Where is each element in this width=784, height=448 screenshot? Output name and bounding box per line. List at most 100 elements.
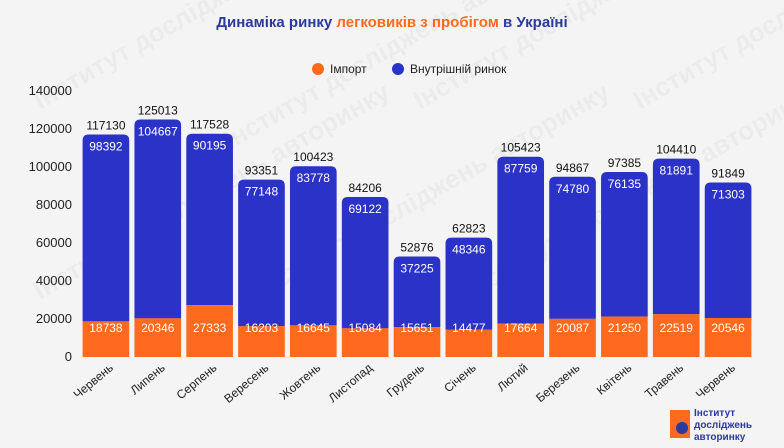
x-tick-label: Жовтень	[277, 361, 323, 403]
y-tick-label: 120000	[29, 121, 72, 136]
bar-import	[134, 318, 182, 357]
x-tick-label: Травень	[642, 361, 686, 401]
bar-domestic	[393, 256, 441, 328]
data-label-total: 100423	[293, 150, 333, 164]
y-tick-label: 140000	[29, 83, 72, 98]
data-label-import: 20087	[556, 321, 590, 335]
data-label-domestic: 71303	[711, 187, 745, 201]
bar-import	[549, 318, 596, 357]
bar-domestic	[238, 179, 285, 327]
y-tick-label: 60000	[36, 235, 72, 250]
data-label-domestic: 76135	[608, 177, 642, 191]
data-label-domestic: 77148	[245, 185, 279, 199]
bar-domestic	[704, 182, 752, 318]
data-label-total: 94867	[556, 161, 590, 175]
x-tick-label: Червень	[71, 361, 116, 402]
data-label-domestic: 74780	[556, 182, 590, 196]
bar-import	[652, 314, 700, 357]
data-label-total: 117130	[86, 118, 125, 132]
bar-domestic	[289, 166, 337, 326]
bar-domestic	[445, 237, 493, 330]
bar-import	[238, 326, 285, 357]
data-label-import: 16645	[297, 321, 331, 335]
data-label-domestic: 69122	[348, 202, 382, 216]
y-tick-label: 0	[65, 349, 72, 364]
data-label-total: 97385	[608, 156, 642, 170]
data-label-domestic: 104667	[138, 124, 178, 138]
data-label-import: 14477	[452, 321, 486, 335]
bar-domestic	[134, 119, 182, 319]
data-label-import: 27333	[193, 321, 227, 335]
data-label-total: 104410	[656, 143, 696, 157]
bar-import	[601, 316, 648, 357]
x-tick-label: Серпень	[174, 361, 220, 403]
logo-line1: Інститут	[694, 408, 735, 419]
logo-dot	[676, 422, 688, 434]
bar-domestic	[652, 158, 700, 315]
x-tick-label: Лютий	[494, 361, 530, 395]
x-tick-label: Березень	[533, 361, 582, 406]
data-label-import: 17664	[504, 321, 538, 335]
x-tick-label: Січень	[441, 361, 478, 396]
bar-domestic	[341, 197, 389, 329]
x-tick-label: Листопад	[326, 361, 375, 406]
data-label-import: 15084	[348, 321, 382, 335]
x-tick-label: Липень	[128, 361, 168, 398]
y-tick-label: 100000	[29, 159, 72, 174]
data-label-domestic: 81891	[660, 164, 694, 178]
data-label-import: 20346	[141, 321, 175, 335]
data-label-total: 105423	[501, 141, 541, 155]
bar-domestic	[82, 134, 130, 322]
x-tick-label: Вересень	[221, 361, 271, 406]
data-label-import: 21250	[608, 321, 642, 335]
y-tick-label: 40000	[36, 273, 72, 288]
logo-line3: авторинку	[694, 432, 746, 443]
y-tick-label: 20000	[36, 311, 72, 326]
data-label-domestic: 37225	[400, 262, 434, 276]
data-label-import: 15651	[400, 321, 434, 335]
chart-title: Динаміка ринку легковиків з пробігом в У…	[0, 14, 784, 31]
legend-label-domestic: Внутрішній ринок	[410, 62, 507, 76]
bar-import	[445, 329, 493, 357]
data-label-total: 62823	[452, 222, 486, 236]
data-label-total: 117528	[190, 118, 229, 132]
bar-import	[341, 328, 389, 357]
bar-import	[186, 305, 233, 357]
bar-import	[393, 327, 441, 357]
bar-import	[704, 317, 752, 357]
legend-marker-domestic	[392, 63, 404, 75]
bar-domestic	[549, 176, 596, 319]
x-tick-label: Квітень	[594, 361, 634, 398]
x-tick-label: Грудень	[384, 361, 427, 400]
data-label-domestic: 90195	[193, 139, 227, 153]
data-label-total: 84206	[348, 181, 382, 195]
y-tick-label: 80000	[36, 197, 72, 212]
title-part1: Динаміка ринку	[216, 14, 337, 31]
data-label-import: 18738	[89, 321, 123, 335]
bar-import	[497, 323, 545, 357]
data-label-import: 22519	[660, 321, 694, 335]
bar-domestic	[186, 133, 233, 306]
brand-logo: Інститут досліджень авторинку	[670, 408, 752, 443]
data-label-domestic: 48346	[452, 243, 486, 257]
data-label-domestic: 87759	[504, 162, 538, 176]
data-label-total: 91849	[711, 166, 745, 180]
data-label-total: 52876	[400, 241, 434, 255]
data-label-total: 125013	[138, 103, 178, 117]
bar-domestic	[497, 156, 545, 324]
x-tick-label: Червень	[693, 361, 738, 402]
bar-import	[289, 325, 337, 357]
legend-label-import: Імпорт	[330, 62, 367, 76]
data-label-domestic: 83778	[297, 171, 331, 185]
data-label-import: 16203	[245, 321, 279, 335]
bar-domestic	[601, 171, 648, 317]
data-label-domestic: 98392	[89, 139, 123, 153]
logo-line2: досліджень	[694, 420, 752, 431]
bar-import	[82, 321, 130, 357]
data-label-import: 20546	[711, 321, 745, 335]
legend-marker-import	[312, 63, 324, 75]
title-part2: в Україні	[498, 14, 568, 31]
title-highlight: легковиків з пробігом	[336, 14, 499, 31]
data-label-total: 93351	[245, 164, 279, 178]
